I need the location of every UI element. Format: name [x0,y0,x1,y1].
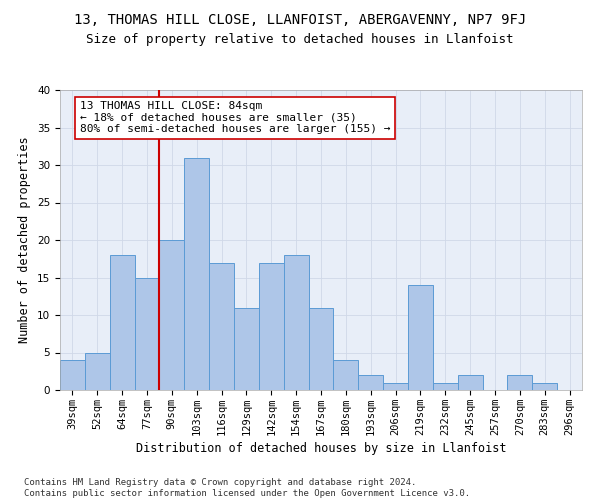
Bar [209,262,234,390]
Bar [458,375,482,390]
Bar [334,360,358,390]
Bar [383,382,408,390]
Bar [85,352,110,390]
Text: 13 THOMAS HILL CLOSE: 84sqm
← 18% of detached houses are smaller (35)
80% of sem: 13 THOMAS HILL CLOSE: 84sqm ← 18% of det… [80,101,391,134]
Bar [259,262,284,390]
Bar [308,308,334,390]
Bar [134,278,160,390]
X-axis label: Distribution of detached houses by size in Llanfoist: Distribution of detached houses by size … [136,442,506,455]
Bar [110,255,134,390]
Bar [508,375,532,390]
Bar [60,360,85,390]
Bar [234,308,259,390]
Bar [408,285,433,390]
Bar [160,240,184,390]
Text: 13, THOMAS HILL CLOSE, LLANFOIST, ABERGAVENNY, NP7 9FJ: 13, THOMAS HILL CLOSE, LLANFOIST, ABERGA… [74,12,526,26]
Bar [284,255,308,390]
Bar [532,382,557,390]
Bar [358,375,383,390]
Y-axis label: Number of detached properties: Number of detached properties [19,136,31,344]
Text: Size of property relative to detached houses in Llanfoist: Size of property relative to detached ho… [86,32,514,46]
Text: Contains HM Land Registry data © Crown copyright and database right 2024.
Contai: Contains HM Land Registry data © Crown c… [24,478,470,498]
Bar [184,158,209,390]
Bar [433,382,458,390]
